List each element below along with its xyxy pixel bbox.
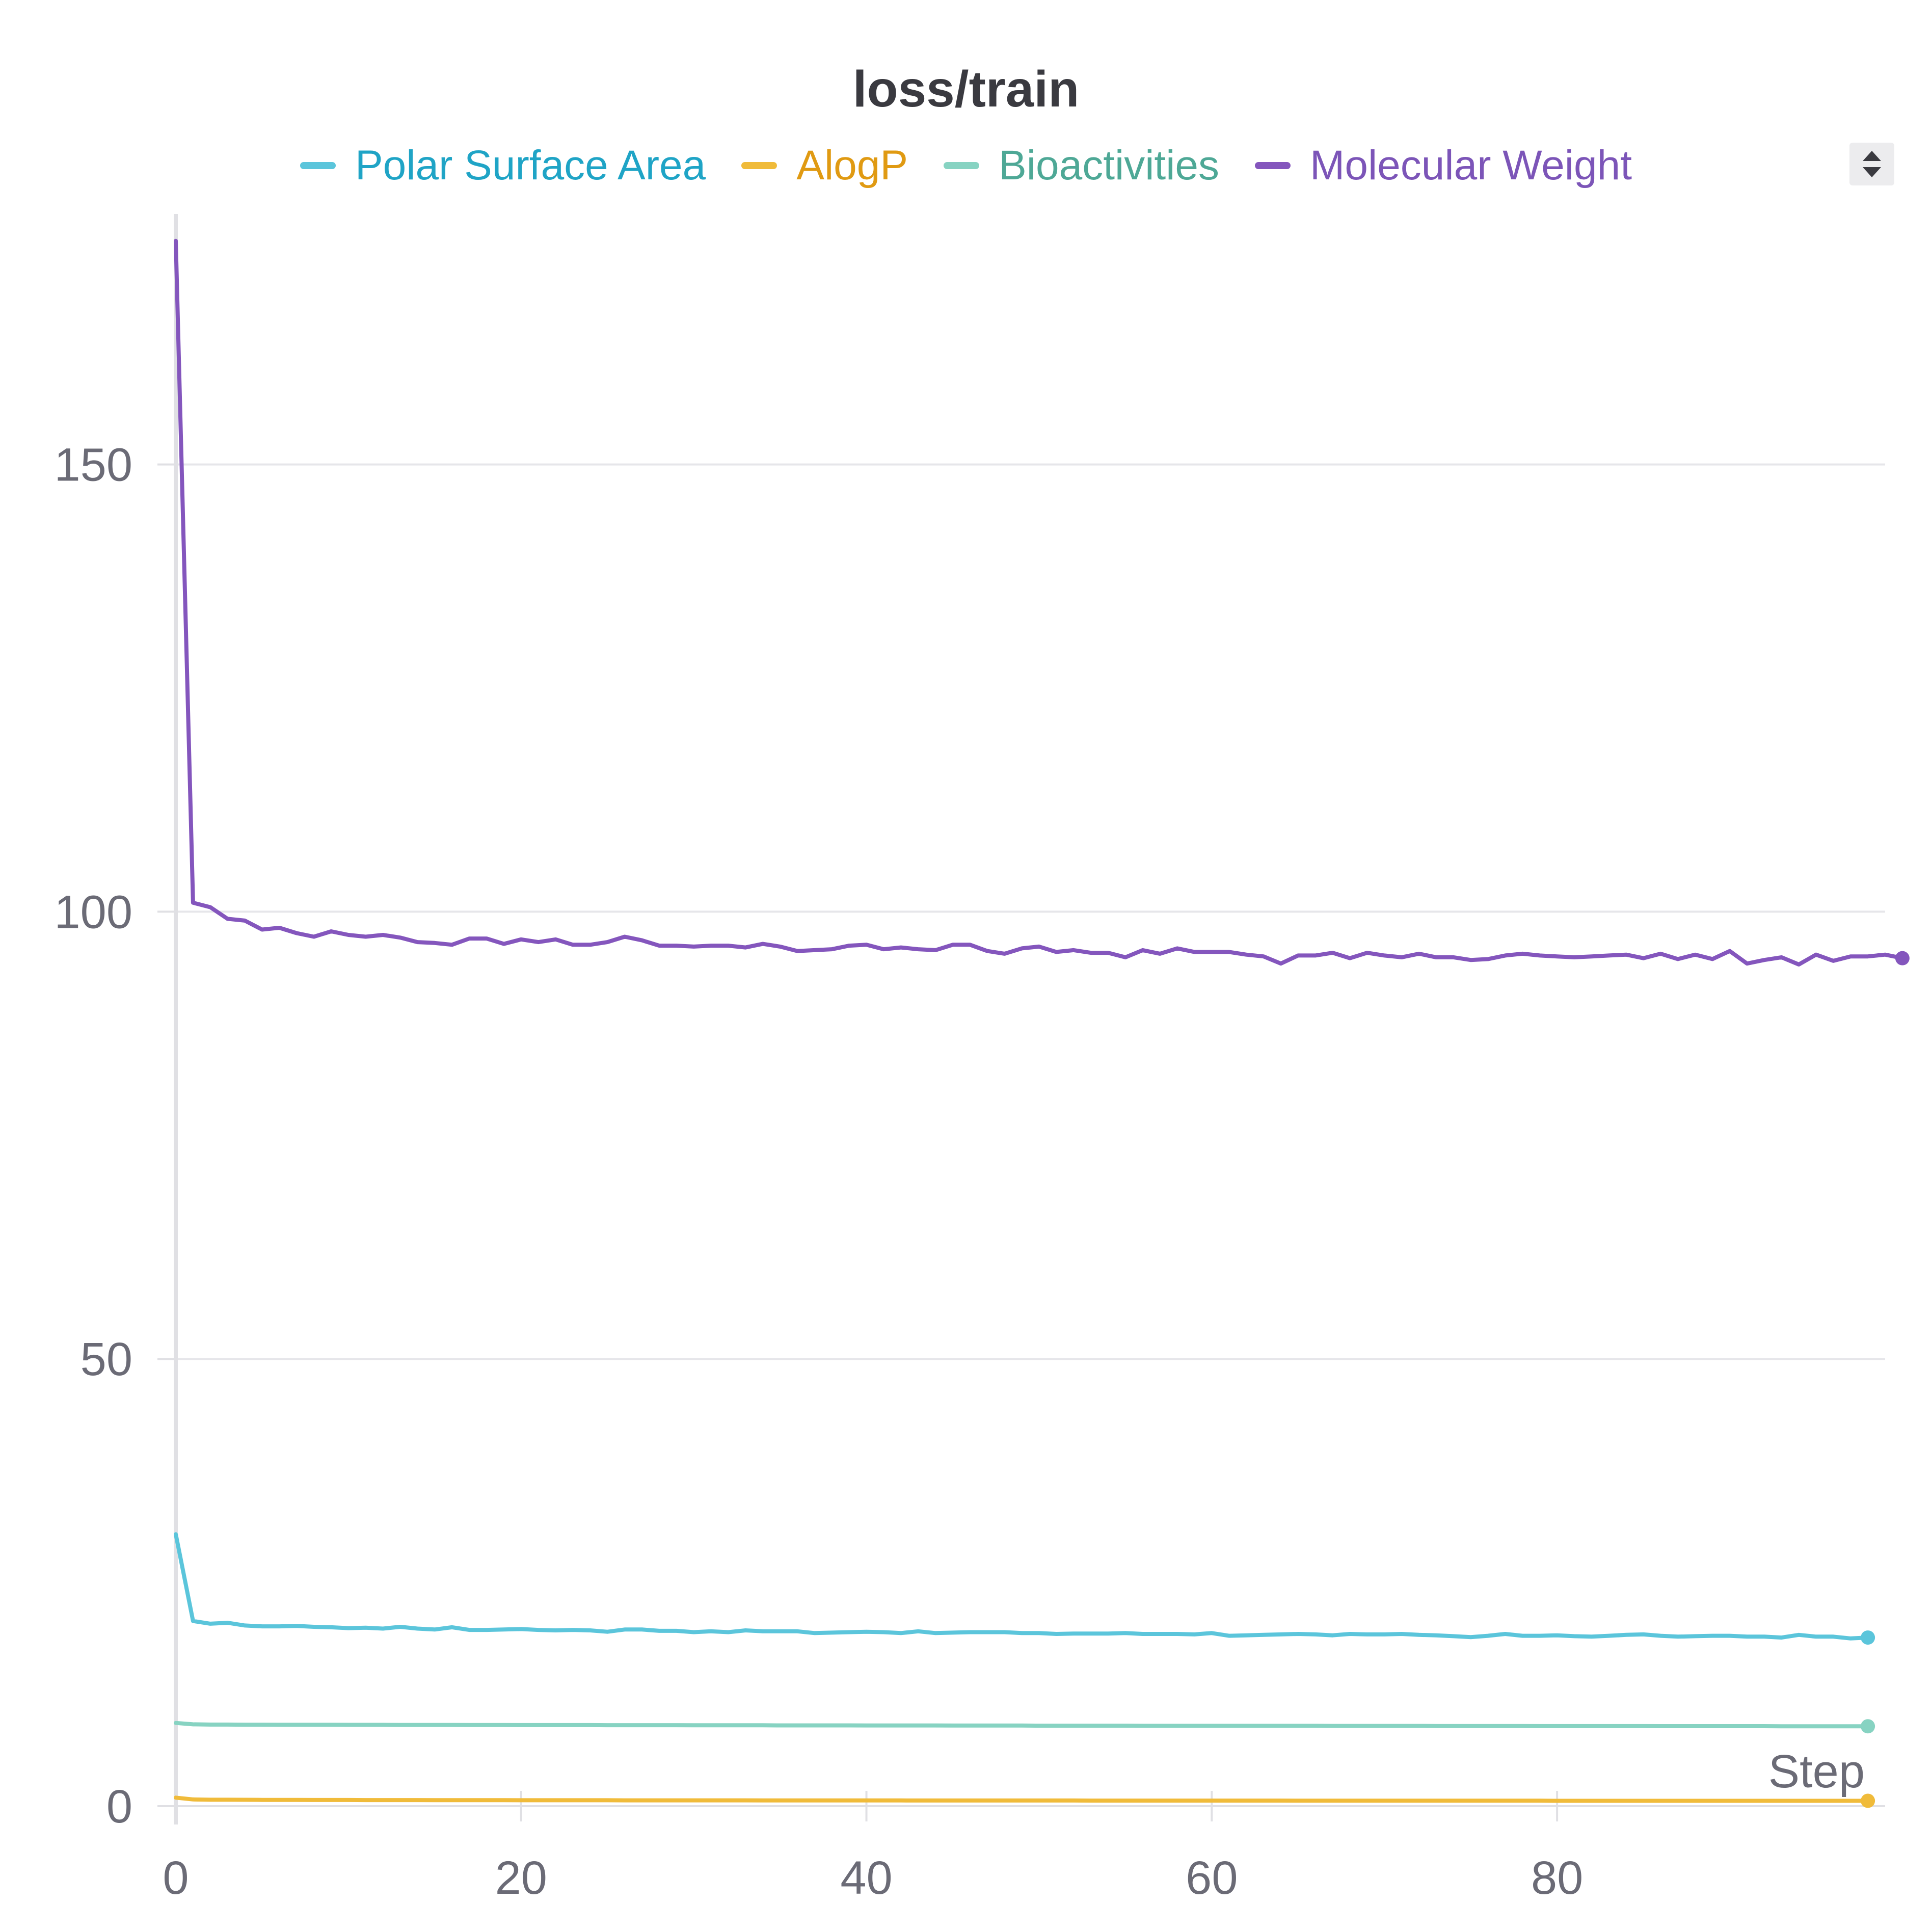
series-line-molecular-weight <box>174 238 1904 967</box>
series-endpoint-molecular-weight <box>1895 951 1910 965</box>
legend-label: Bioactivities <box>999 142 1220 189</box>
gridlines <box>176 463 1885 1360</box>
x-tick-label: 40 <box>840 1852 892 1904</box>
legend-item-alogp[interactable]: AlogP <box>741 140 908 191</box>
x-axis-title: Step <box>1768 1746 1865 1797</box>
y-tick-label: 50 <box>81 1333 132 1385</box>
axes <box>157 214 1885 1824</box>
legend-swatch <box>741 162 777 169</box>
x-tick-label: 0 <box>163 1852 189 1904</box>
legend-sort-toggle[interactable] <box>1849 143 1894 185</box>
legend-swatch <box>944 162 980 169</box>
legend: Polar Surface Area AlogP Bioactivities Mole… <box>0 138 1932 194</box>
legend-label: AlogP <box>796 142 908 189</box>
series-line-polar-surface-area <box>174 1532 1870 1641</box>
chart-title: loss/train <box>852 61 1080 118</box>
x-tick-label: 20 <box>495 1852 547 1904</box>
legend-swatch <box>300 162 336 169</box>
y-tick-label: 0 <box>106 1781 132 1833</box>
legend-label: Molecular Weight <box>1310 142 1632 189</box>
tick-labels: 0 50 100 150 0 20 40 60 80 <box>55 439 1584 1904</box>
series-endpoint-alogp <box>1861 1793 1875 1808</box>
series-endpoint-bioactivities <box>1861 1719 1875 1734</box>
legend-item-bioactivities[interactable]: Bioactivities <box>944 140 1219 191</box>
x-tick-label: 60 <box>1186 1852 1238 1904</box>
x-tick-label: 80 <box>1531 1852 1583 1904</box>
legend-item-molecular-weight[interactable]: Molecular Weight <box>1255 140 1632 191</box>
legend-swatch <box>1255 162 1291 169</box>
legend-label: Polar Surface Area <box>355 142 706 189</box>
series-line-alogp <box>174 1795 1870 1803</box>
legend-item-polar-surface-area[interactable]: Polar Surface Area <box>300 140 706 191</box>
y-tick-label: 150 <box>55 439 133 491</box>
series-lines <box>174 238 1910 1808</box>
y-tick-label: 100 <box>55 886 133 938</box>
sort-arrows-icon <box>1863 151 1881 177</box>
series-endpoint-polar-surface-area <box>1861 1630 1875 1645</box>
series-line-bioactivities <box>174 1721 1870 1729</box>
